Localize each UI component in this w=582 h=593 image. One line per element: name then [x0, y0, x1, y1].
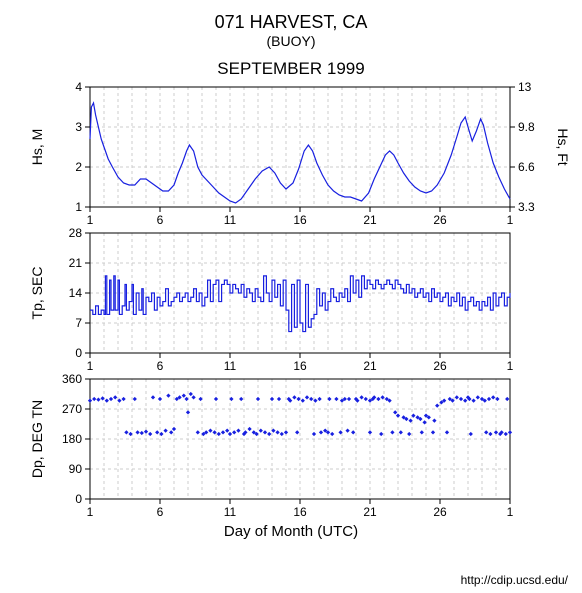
svg-text:1: 1	[87, 505, 94, 519]
chart-hs: 12343.36.69.81316111621261Hs, MHs, Ft	[0, 81, 582, 227]
svg-text:0: 0	[75, 492, 82, 506]
svg-text:1: 1	[75, 200, 82, 214]
svg-text:6: 6	[157, 505, 164, 519]
svg-text:Hs, Ft: Hs, Ft	[555, 128, 571, 165]
svg-text:9.8: 9.8	[518, 120, 535, 134]
svg-text:11: 11	[224, 359, 237, 373]
svg-text:4: 4	[75, 81, 82, 94]
svg-text:3.3: 3.3	[518, 200, 535, 214]
svg-text:13: 13	[518, 81, 532, 94]
title-main: 071 HARVEST, CA	[0, 12, 582, 33]
svg-text:0: 0	[75, 346, 82, 360]
svg-text:180: 180	[62, 432, 82, 446]
chart-dp: 09018027036016111621261Dp, DEG TN	[0, 373, 582, 519]
svg-text:7: 7	[75, 316, 82, 330]
credit-url: http://cdip.ucsd.edu/	[461, 573, 568, 587]
svg-text:26: 26	[433, 505, 447, 519]
chart-tp: 0714212816111621261Tp, SEC	[0, 227, 582, 373]
svg-text:1: 1	[507, 505, 514, 519]
svg-text:11: 11	[224, 213, 237, 227]
svg-text:1: 1	[507, 213, 514, 227]
svg-text:6: 6	[157, 213, 164, 227]
svg-text:1: 1	[507, 359, 514, 373]
svg-text:6: 6	[157, 359, 164, 373]
svg-text:Tp, SEC: Tp, SEC	[29, 267, 45, 320]
svg-text:16: 16	[293, 359, 307, 373]
title-sub: (BUOY)	[0, 33, 582, 49]
svg-text:Dp, DEG TN: Dp, DEG TN	[29, 400, 45, 478]
svg-text:21: 21	[363, 213, 377, 227]
svg-text:270: 270	[62, 402, 82, 416]
svg-text:14: 14	[69, 286, 83, 300]
svg-text:11: 11	[224, 505, 237, 519]
svg-text:26: 26	[433, 213, 447, 227]
svg-text:1: 1	[87, 213, 94, 227]
svg-text:28: 28	[69, 227, 83, 240]
charts-container: 12343.36.69.81316111621261Hs, MHs, Ft 07…	[0, 81, 582, 519]
svg-text:90: 90	[69, 462, 83, 476]
svg-text:Hs, M: Hs, M	[29, 129, 45, 166]
svg-text:26: 26	[433, 359, 447, 373]
svg-text:3: 3	[75, 120, 82, 134]
title-month: SEPTEMBER 1999	[0, 59, 582, 79]
svg-text:1: 1	[87, 359, 94, 373]
svg-text:2: 2	[75, 160, 82, 174]
svg-text:6.6: 6.6	[518, 160, 535, 174]
svg-text:360: 360	[62, 373, 82, 386]
svg-text:21: 21	[363, 359, 377, 373]
svg-text:16: 16	[293, 213, 307, 227]
svg-text:21: 21	[363, 505, 377, 519]
svg-text:21: 21	[69, 256, 83, 270]
svg-text:16: 16	[293, 505, 307, 519]
x-axis-label: Day of Month (UTC)	[0, 523, 582, 540]
